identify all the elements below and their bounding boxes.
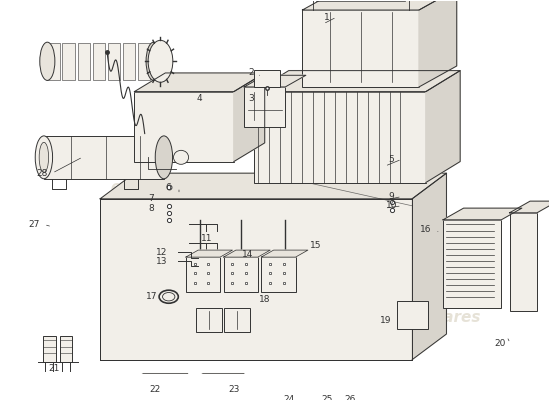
Text: 22: 22 <box>150 386 161 394</box>
Polygon shape <box>261 250 308 257</box>
Ellipse shape <box>35 136 53 179</box>
Text: 11: 11 <box>201 234 212 243</box>
Text: 16: 16 <box>420 225 432 234</box>
Bar <box>138 43 150 80</box>
Text: 26: 26 <box>345 395 356 400</box>
Bar <box>59 336 72 362</box>
Text: 4: 4 <box>197 94 202 103</box>
Bar <box>509 213 537 311</box>
Bar <box>223 308 250 332</box>
Bar <box>108 43 120 80</box>
Ellipse shape <box>39 142 48 172</box>
Polygon shape <box>509 201 550 213</box>
Bar <box>302 10 419 87</box>
Text: 17: 17 <box>146 292 157 301</box>
Polygon shape <box>443 208 522 220</box>
Polygon shape <box>234 73 265 162</box>
Text: 10: 10 <box>386 201 397 210</box>
Polygon shape <box>223 250 270 257</box>
Text: 5: 5 <box>389 155 394 164</box>
Polygon shape <box>302 0 456 10</box>
Text: 27: 27 <box>28 220 39 229</box>
Text: eurospares: eurospares <box>384 310 481 325</box>
Bar <box>44 136 164 179</box>
Text: 24: 24 <box>283 395 294 400</box>
Bar <box>244 87 285 126</box>
Text: eurospares: eurospares <box>131 310 227 325</box>
Bar <box>443 220 501 308</box>
Polygon shape <box>255 71 460 92</box>
Text: 13: 13 <box>156 257 168 266</box>
Bar <box>186 257 220 292</box>
Ellipse shape <box>148 40 173 82</box>
Text: 20: 20 <box>494 339 505 348</box>
Text: 8: 8 <box>148 204 155 213</box>
Bar <box>43 336 56 362</box>
Bar <box>62 43 75 80</box>
Text: 9: 9 <box>389 192 394 201</box>
Text: 25: 25 <box>321 395 333 400</box>
Polygon shape <box>189 374 244 381</box>
Bar <box>130 381 174 400</box>
Bar <box>189 381 230 400</box>
Bar <box>397 301 428 329</box>
Ellipse shape <box>40 42 55 80</box>
Bar <box>255 92 426 182</box>
Text: 18: 18 <box>259 294 271 304</box>
Polygon shape <box>426 71 460 182</box>
Bar <box>92 43 105 80</box>
Bar <box>100 199 412 360</box>
Text: 23: 23 <box>228 386 240 394</box>
Polygon shape <box>412 173 447 360</box>
Polygon shape <box>244 75 306 87</box>
Text: 28: 28 <box>36 169 47 178</box>
Text: 3: 3 <box>248 94 254 103</box>
Bar <box>78 43 90 80</box>
Text: 12: 12 <box>156 248 168 257</box>
Bar <box>255 70 280 88</box>
Bar <box>261 257 295 292</box>
Text: eurospares: eurospares <box>350 180 447 195</box>
Polygon shape <box>186 250 233 257</box>
Text: 14: 14 <box>242 250 253 259</box>
Bar <box>223 257 258 292</box>
Ellipse shape <box>155 136 173 179</box>
Ellipse shape <box>146 42 161 80</box>
Ellipse shape <box>173 150 189 164</box>
Text: 1: 1 <box>323 12 329 22</box>
Polygon shape <box>134 73 265 92</box>
Text: 21: 21 <box>48 364 60 374</box>
Bar <box>47 43 59 80</box>
Bar <box>134 92 234 162</box>
Text: 7: 7 <box>148 194 155 203</box>
Bar <box>123 43 135 80</box>
Text: 2: 2 <box>248 68 254 78</box>
Text: 6: 6 <box>166 183 172 192</box>
Polygon shape <box>419 0 456 87</box>
Text: 19: 19 <box>381 316 392 324</box>
Polygon shape <box>130 374 188 381</box>
Text: eurospares: eurospares <box>110 180 207 195</box>
Bar <box>196 308 222 332</box>
Text: 15: 15 <box>310 241 322 250</box>
Polygon shape <box>100 173 447 199</box>
